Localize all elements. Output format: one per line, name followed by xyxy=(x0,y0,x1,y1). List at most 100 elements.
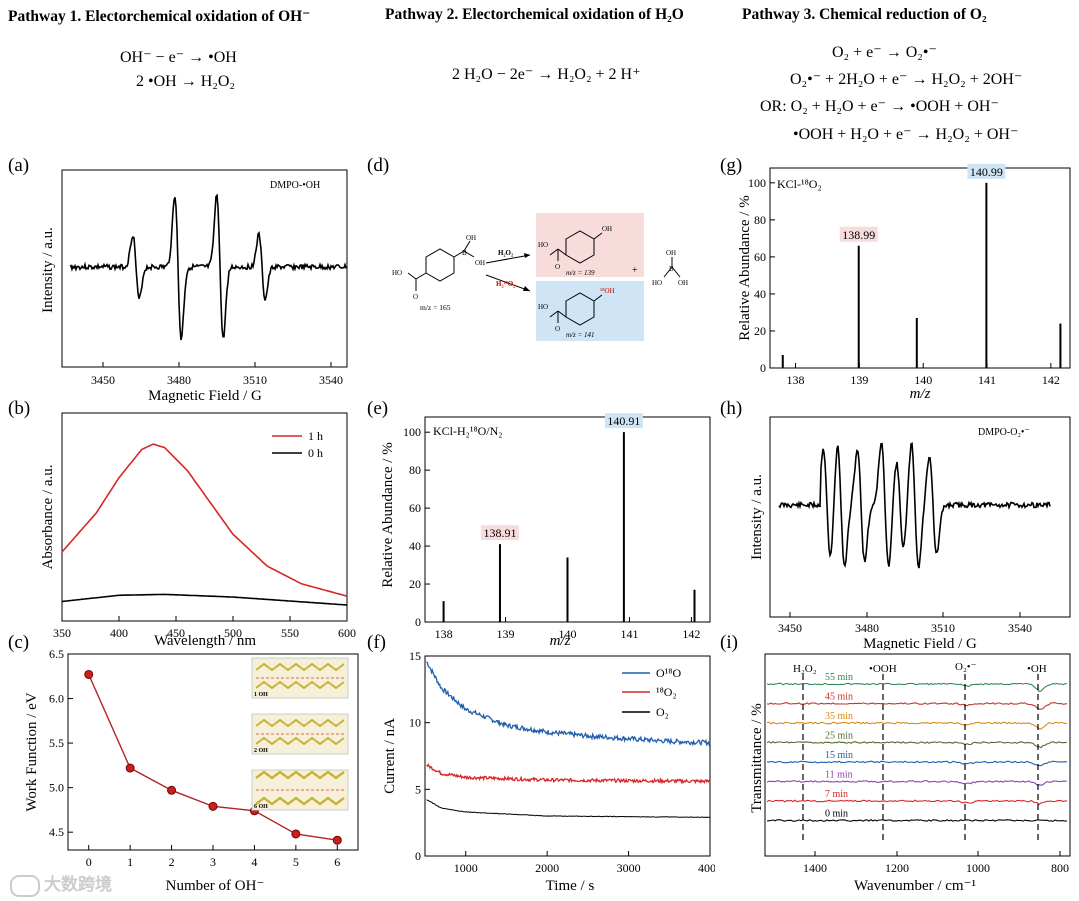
panel-b-chart: 1 h 0 h 350 400 450 500 550 600 Wavelength / … xyxy=(40,412,356,649)
panel-a-chart: DMPO-•OH 3450 3480 3510 3540 Magnetic Fi… xyxy=(40,169,348,404)
panel-f-ytick: 5 xyxy=(415,782,421,796)
product2-HO: HO xyxy=(538,303,548,311)
panel-c-ytick: 4.5 xyxy=(49,825,64,839)
panel-c-xtick: 0 xyxy=(86,855,92,869)
panel-i-time-label: 55 min xyxy=(825,672,853,683)
panel-c-ytick: 6.0 xyxy=(49,692,64,706)
panel-c-points xyxy=(84,669,342,845)
panel-h-xlabel: Magnetic Field / G xyxy=(863,636,977,650)
panel-i-xlabel: Wavenumber / cm⁻¹ xyxy=(854,878,976,894)
band-label-ooh: •OOH xyxy=(869,663,897,675)
panel-b-series-1h xyxy=(61,443,348,597)
panel-a-xtick: 3510 xyxy=(243,373,267,387)
panel-e-peak-box xyxy=(480,525,519,541)
inset-label-2oh: 2 OH xyxy=(254,748,268,754)
panel-c-point xyxy=(291,829,301,839)
panel-f-xlabel: Time / s xyxy=(546,878,595,894)
panel-h-xtick: 3540 xyxy=(1008,621,1032,635)
reactant-O: O xyxy=(413,293,418,301)
reagent-h218o2: H₂¹⁸O₂ xyxy=(496,280,515,288)
panel-f-xtick: 1000 xyxy=(454,861,478,875)
product1-structure xyxy=(549,230,603,264)
panel-b-xtick: 350 xyxy=(53,626,71,640)
panel-e-axes: 138 139 140 141 142 0 20 40 60 80 100 xyxy=(403,425,700,641)
panel-h-annotation: DMPO-O₂•⁻ xyxy=(978,427,1030,438)
panel-i-xtick: 1400 xyxy=(803,861,827,875)
panel-a-frame xyxy=(61,169,348,368)
panel-i-xtick: 1000 xyxy=(966,861,990,875)
panel-i-spectrum xyxy=(766,780,1068,786)
band-label-o2: O₂•⁻ xyxy=(955,661,977,673)
panel-i-xtick: 800 xyxy=(1051,861,1069,875)
panel-a-xtick: 3480 xyxy=(167,373,191,387)
panel-c-point xyxy=(84,669,94,679)
panel-i-time-label: 45 min xyxy=(825,692,853,703)
panel-c-point xyxy=(167,785,177,795)
panel-i-time-label: 35 min xyxy=(825,711,853,722)
pathway3-eq1: O₂ + e⁻ → O₂•⁻ xyxy=(832,44,937,61)
panel-e-xtick: 141 xyxy=(620,627,638,641)
boric-OH1: OH xyxy=(666,249,676,257)
boric-acid-structure xyxy=(663,257,681,278)
panel-c-ytick: 5.0 xyxy=(49,781,64,795)
band-label-oh: •OH xyxy=(1027,663,1047,675)
panel-c-line xyxy=(88,674,338,841)
panel-e-xtick: 142 xyxy=(682,627,700,641)
reactant-HO: HO xyxy=(392,269,402,277)
panel-b-xtick: 450 xyxy=(167,626,185,640)
panel-g-ylabel: Relative Abundance / % xyxy=(737,195,753,340)
panel-i-spectra xyxy=(766,682,1068,822)
panel-g-xtick: 140 xyxy=(914,373,932,387)
panel-c-point xyxy=(332,835,342,845)
panel-b-legend-0h: 0 h xyxy=(308,446,323,460)
panel-e-label: (e) xyxy=(367,398,389,419)
product2-O: O xyxy=(555,325,560,333)
reactant-mz: m/z = 165 xyxy=(420,303,451,312)
panel-f-ytick: 15 xyxy=(409,650,421,663)
panel-a-spectrum xyxy=(69,193,347,341)
panel-i-time-label: 0 min xyxy=(825,809,848,820)
panel-i-chart: H₂O₂ •OOH O₂•⁻ •OH 55 min 45 min 35 min 25 … xyxy=(749,653,1071,894)
panel-i-spectrum xyxy=(766,760,1067,767)
panel-i-time-label: 15 min xyxy=(825,750,853,761)
inset-label-1oh: 1 OH xyxy=(254,692,268,698)
panel-b-xtick: 550 xyxy=(281,626,299,640)
boric-OH2: OH xyxy=(678,279,688,287)
product2-structure xyxy=(549,292,603,326)
panel-e-peak-box xyxy=(604,413,643,429)
panel-f-series-18o2 xyxy=(426,762,711,785)
panel-b-label: (b) xyxy=(8,398,31,419)
watermark: 大数跨境 xyxy=(10,870,112,897)
panel-i-time-label: 11 min xyxy=(825,770,853,781)
panel-g-ytick: 0 xyxy=(760,361,766,375)
panel-a-ylabel: Intensity / a.u. xyxy=(40,227,56,313)
panel-c-ytick: 5.5 xyxy=(49,736,64,750)
panel-c-point xyxy=(125,763,135,773)
panel-a-xtick: 3450 xyxy=(91,373,115,387)
panel-h-label: (h) xyxy=(720,398,743,419)
panel-g-ytick: 20 xyxy=(754,324,766,338)
product2-box xyxy=(536,281,644,341)
panel-i-spectrum xyxy=(766,799,1068,806)
band-label-h2o2: H₂O₂ xyxy=(793,663,817,675)
panel-e-ytick: 80 xyxy=(409,463,421,477)
panel-i-time-label: 25 min xyxy=(825,731,853,742)
panel-c-xtick: 3 xyxy=(210,855,216,869)
panel-h-xtick: 3450 xyxy=(778,621,802,635)
panel-g-ytick: 60 xyxy=(754,250,766,264)
panel-c-xtick: 5 xyxy=(293,855,299,869)
panel-b-legend-1h: 1 h xyxy=(308,429,323,443)
panel-f-series-o2 xyxy=(426,799,711,819)
panel-e-ytick: 0 xyxy=(415,615,421,629)
panel-c-xlabel: Number of OH⁻ xyxy=(166,878,265,894)
pathway2-title: Pathway 2. Electorchemical oxidation of … xyxy=(385,6,684,23)
panel-i-spectrum xyxy=(766,682,1068,692)
panel-b-ylabel: Absorbance / a.u. xyxy=(40,465,56,570)
panel-i-frame xyxy=(764,653,1071,857)
panel-e-ytick: 40 xyxy=(409,539,421,553)
panel-h-frame xyxy=(769,416,1071,618)
panel-f-legend-18o2: ¹⁸O₂ xyxy=(656,685,677,699)
panel-g-ytick: 100 xyxy=(748,176,766,190)
panel-c-xtick: 2 xyxy=(169,855,175,869)
panel-e-peak-label: 138.91 xyxy=(483,526,516,540)
